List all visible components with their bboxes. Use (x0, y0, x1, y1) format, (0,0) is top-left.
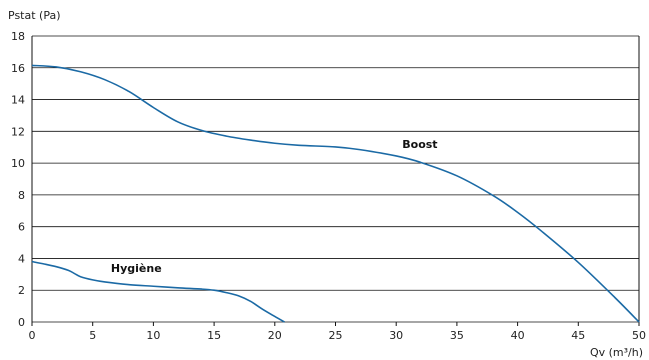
x-tick-label-30: 30 (389, 329, 403, 342)
y-tick-label-10: 10 (11, 157, 25, 170)
y-axis-ticks: 0 2 4 6 8 10 12 14 16 18 (11, 30, 25, 329)
grid-lines (31, 35, 640, 323)
series-line-boost (31, 64, 640, 323)
y-tick-label-14: 14 (11, 94, 25, 107)
x-axis-title: Qv (m³/h) (590, 346, 643, 359)
series-label-boost: Boost (402, 138, 437, 151)
y-tick-label-2: 2 (18, 284, 25, 297)
x-tick-label-5: 5 (89, 329, 96, 342)
y-tick-label-0: 0 (18, 316, 25, 329)
series-label-hygiene: Hygiène (111, 262, 162, 275)
x-tick-label-45: 45 (571, 329, 585, 342)
y-tick-label-12: 12 (11, 125, 25, 138)
x-tick-label-0: 0 (29, 329, 36, 342)
x-tick-label-25: 25 (329, 329, 343, 342)
x-tick-label-40: 40 (511, 329, 525, 342)
y-tick-label-4: 4 (18, 252, 25, 265)
x-axis-ticks: 0 5 10 15 20 25 30 35 40 45 50 (29, 322, 646, 342)
x-tick-label-35: 35 (450, 329, 464, 342)
x-tick-label-20: 20 (268, 329, 282, 342)
y-tick-label-6: 6 (18, 221, 25, 234)
x-tick-label-15: 15 (207, 329, 221, 342)
series-lines (31, 64, 640, 323)
y-tick-label-8: 8 (18, 189, 25, 202)
series-line-hygiene (31, 260, 285, 323)
series-labels: Boost Hygiène (111, 138, 438, 275)
y-tick-label-16: 16 (11, 62, 25, 75)
y-axis-title: Pstat (Pa) (8, 9, 61, 22)
x-tick-label-50: 50 (632, 329, 646, 342)
x-tick-label-10: 10 (146, 329, 160, 342)
y-tick-label-18: 18 (11, 30, 25, 43)
